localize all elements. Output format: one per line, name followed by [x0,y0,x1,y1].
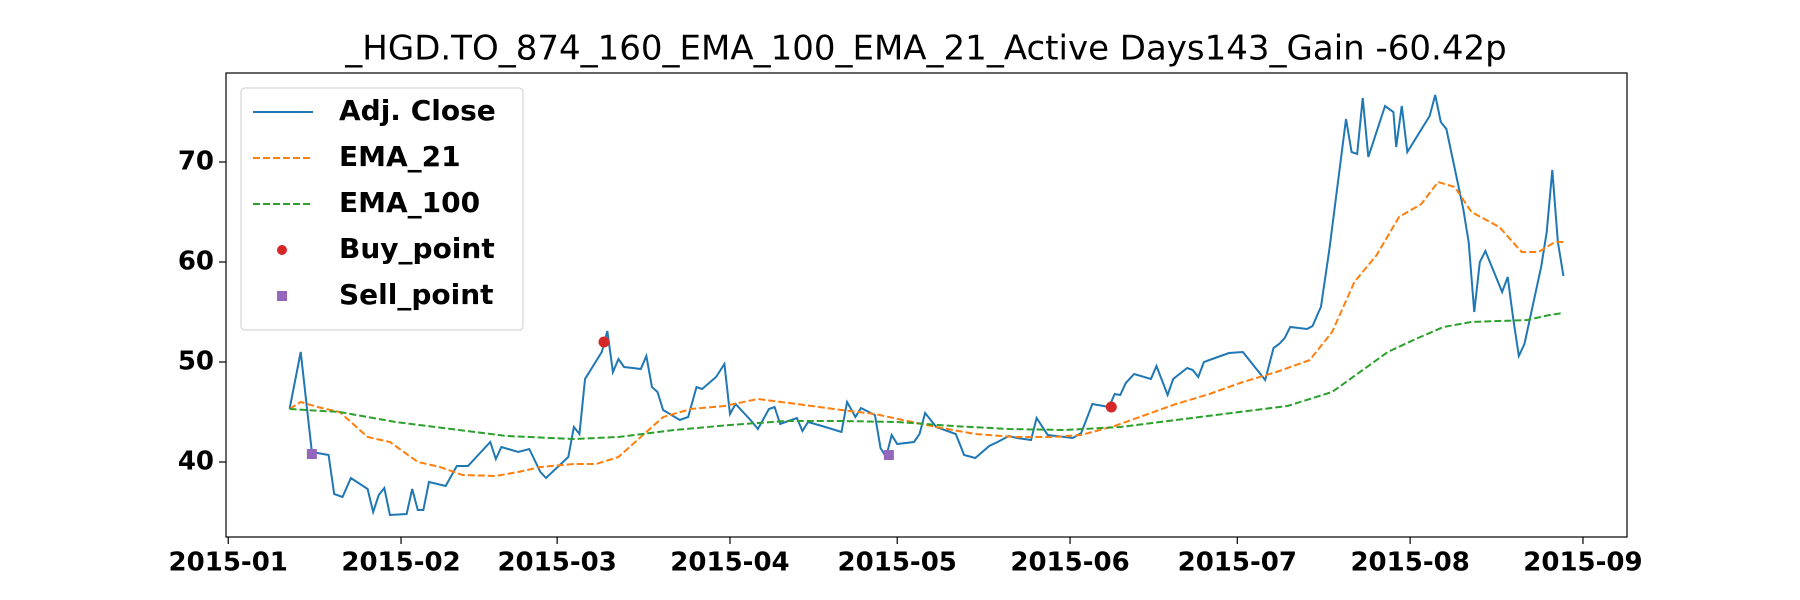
buy-point [598,336,610,348]
legend-marker [277,245,287,255]
y-tick-label: 70 [178,147,214,177]
legend-box [240,87,524,331]
x-tick-label: 2015-02 [341,548,460,578]
x-tick-label: 2015-06 [1010,548,1129,578]
x-tick-label: 2015-09 [1523,548,1642,578]
series-line [289,312,1564,441]
series-line [289,180,1564,478]
x-tick-label: 2015-08 [1350,548,1469,578]
sell-point [883,450,894,460]
plot-frame [225,72,1628,538]
y-tick-label: 60 [178,247,214,277]
buy-point [1105,401,1117,413]
legend-label: EMA_21 [339,140,461,173]
x-tick-label: 2015-04 [670,548,789,578]
plot-area [288,94,1565,517]
legend-label: EMA_100 [339,186,480,219]
y-tick-label: 50 [178,347,214,377]
series-line [288,94,1565,517]
chart-title: _HGD.TO_874_160_EMA_100_EMA_21_Active Da… [344,29,1506,69]
legend-label: Buy_point [339,232,495,265]
x-tick-label: 2015-03 [497,548,616,578]
x-tick-label: 2015-05 [838,548,957,578]
x-tick-label: 2015-07 [1178,548,1297,578]
y-tick-label: 40 [178,447,214,477]
legend-label: Sell_point [339,278,494,311]
legend-marker [277,291,287,301]
x-tick-label: 2015-01 [169,548,288,578]
sell-point [306,449,317,459]
legend-label: Adj. Close [339,94,496,127]
